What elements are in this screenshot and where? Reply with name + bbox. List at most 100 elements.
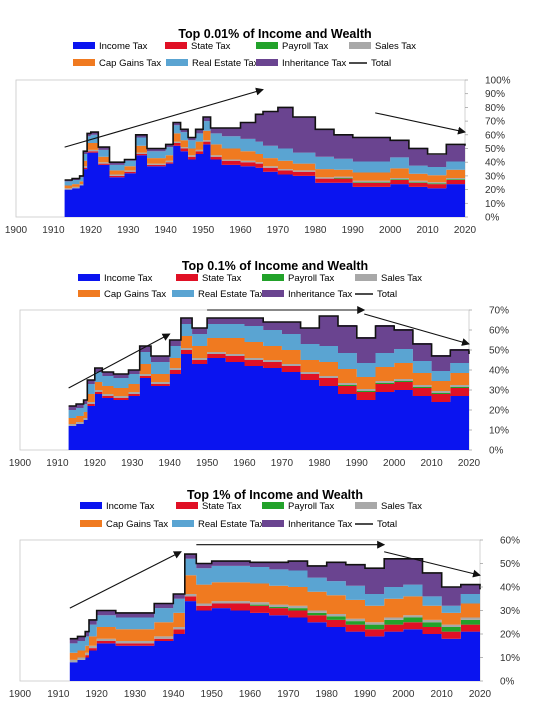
y-tick-label: 70% <box>485 117 505 128</box>
y-tick-label: 0% <box>485 213 500 224</box>
legend-label: Total <box>371 58 391 69</box>
legend-item-total: Total <box>355 519 397 530</box>
y-tick-label: 40% <box>500 583 520 594</box>
x-tick-label: 2010 <box>431 689 454 700</box>
x-tick-label: 1990 <box>354 689 377 700</box>
legend-item-payroll: Payroll Tax <box>262 501 335 512</box>
legend-swatch <box>172 290 194 297</box>
x-tick-label: 2000 <box>379 225 402 236</box>
x-tick-label: 1970 <box>267 225 290 236</box>
series-area-income <box>69 601 481 681</box>
x-tick-label: 2010 <box>420 458 443 469</box>
chart-title: Top 0.01% of Income and Wealth <box>178 27 371 41</box>
x-tick-label: 2000 <box>392 689 415 700</box>
legend-label: Inheritance Tax <box>282 58 347 69</box>
legend-swatch <box>73 42 95 49</box>
y-tick-label: 30% <box>489 386 509 397</box>
legend-swatch <box>78 290 100 297</box>
x-tick-label: 1930 <box>121 458 144 469</box>
series-area-state <box>68 350 469 426</box>
legend-item-sales: Sales Tax <box>349 41 416 52</box>
legend-label: Cap Gains Tax <box>106 519 168 530</box>
legend-swatch <box>78 274 100 281</box>
legend-label: Cap Gains Tax <box>99 58 161 69</box>
x-tick-label: 1960 <box>239 689 262 700</box>
legend-item-state: State Tax <box>165 41 231 52</box>
legend-item-capgains: Cap Gains Tax <box>73 58 161 69</box>
legend-item-state: State Tax <box>176 501 242 512</box>
series-area-state <box>69 596 481 663</box>
y-tick-label: 50% <box>485 144 505 155</box>
legend-item-sales: Sales Tax <box>355 273 422 284</box>
legend-item-payroll: Payroll Tax <box>262 273 335 284</box>
legend-label: State Tax <box>202 501 242 512</box>
series-area-capgains <box>68 336 469 424</box>
y-tick-label: 20% <box>485 185 505 196</box>
legend-label: Cap Gains Tax <box>104 289 166 300</box>
y-tick-label: 40% <box>485 158 505 169</box>
y-tick-label: 0% <box>500 677 515 688</box>
legend-swatch <box>349 42 371 49</box>
legend-label: Inheritance Tax <box>288 519 353 530</box>
legend-item-income: Income Tax <box>73 41 148 52</box>
legend-label: State Tax <box>191 41 231 52</box>
trend-arrow-1 <box>68 333 171 389</box>
y-tick-label: 10% <box>500 653 520 664</box>
series-area-realestate <box>64 121 465 186</box>
legend-swatch <box>172 520 194 527</box>
x-tick-label: 1960 <box>229 225 252 236</box>
y-tick-label: 30% <box>485 171 505 182</box>
legend-item-total: Total <box>355 289 397 300</box>
legend-swatch <box>262 290 284 297</box>
legend-item-realestate: Real Estate Tax <box>172 519 265 530</box>
legend-item-realestate: Real Estate Tax <box>172 289 265 300</box>
x-tick-label: 2000 <box>383 458 406 469</box>
x-tick-label: 2020 <box>458 458 481 469</box>
x-tick-label: 1920 <box>80 225 103 236</box>
legend-item-inheritance: Inheritance Tax <box>256 58 347 69</box>
legend-swatch <box>262 502 284 509</box>
legend-swatch <box>80 502 102 509</box>
x-tick-label: 1950 <box>192 225 215 236</box>
y-tick-label: 40% <box>489 366 509 377</box>
y-tick-label: 100% <box>485 76 511 87</box>
legend-label: Payroll Tax <box>288 501 335 512</box>
x-tick-label: 1980 <box>308 458 331 469</box>
legend-swatch <box>165 42 187 49</box>
legend-swatch <box>262 274 284 281</box>
legend-label: Sales Tax <box>381 273 422 284</box>
legend-swatch <box>355 502 377 509</box>
legend-item-income: Income Tax <box>80 501 155 512</box>
x-tick-label: 2020 <box>469 689 492 700</box>
series-line-total <box>69 553 481 640</box>
legend-label: Real Estate Tax <box>198 289 265 300</box>
series-line-total <box>68 315 470 407</box>
x-tick-label: 1900 <box>9 458 32 469</box>
y-tick-label: 20% <box>489 406 509 417</box>
x-tick-label: 1920 <box>86 689 109 700</box>
legend-item-realestate: Real Estate Tax <box>166 58 259 69</box>
legend-item-inheritance: Inheritance Tax <box>262 519 353 530</box>
x-tick-label: 1940 <box>162 689 185 700</box>
chart-2: Top 0.1% of Income and Wealth Income Tax S… <box>9 259 509 469</box>
legend-swatch <box>355 274 377 281</box>
legend-label: State Tax <box>202 273 242 284</box>
x-tick-label: 1960 <box>233 458 256 469</box>
x-tick-label: 1990 <box>342 225 365 236</box>
chart-title: Top 0.1% of Income and Wealth <box>182 259 368 273</box>
legend-item-capgains: Cap Gains Tax <box>80 519 168 530</box>
y-tick-label: 50% <box>500 559 520 570</box>
x-tick-label: 1980 <box>316 689 339 700</box>
series-area-inheritance <box>64 107 465 182</box>
x-tick-label: 1950 <box>196 458 219 469</box>
legend-swatch <box>256 59 278 66</box>
y-tick-label: 0% <box>489 446 504 457</box>
legend-swatch <box>73 59 95 66</box>
legend-swatch <box>166 59 188 66</box>
series-line-total <box>64 106 466 181</box>
trend-arrow-3 <box>384 551 481 578</box>
y-tick-label: 80% <box>485 103 505 114</box>
legend-item-payroll: Payroll Tax <box>256 41 329 52</box>
legend-swatch <box>176 274 198 281</box>
